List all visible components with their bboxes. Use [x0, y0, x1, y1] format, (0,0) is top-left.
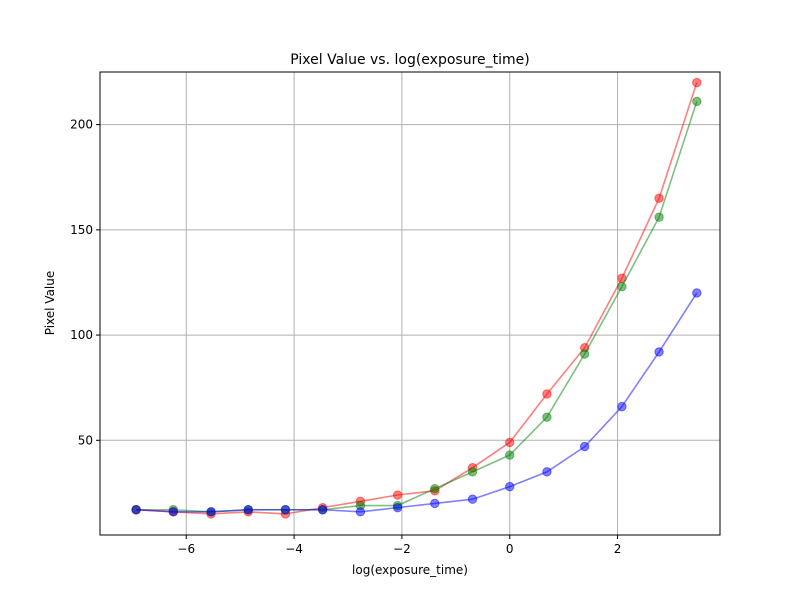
data-point: [317, 505, 328, 515]
data-point: [692, 77, 702, 88]
data-point: [131, 505, 141, 515]
x-tick-label: 2: [614, 542, 622, 556]
data-point: [654, 193, 664, 203]
data-point: [542, 412, 552, 422]
x-tick-label: −6: [177, 542, 195, 556]
data-point: [692, 288, 702, 298]
data-point: [243, 505, 253, 515]
series-layer: [131, 77, 702, 519]
plot-frame: [99, 71, 721, 536]
data-point: [355, 507, 366, 517]
data-point: [654, 212, 664, 222]
x-tick-label: 0: [506, 542, 514, 556]
y-axis-label: Pixel Value: [43, 271, 57, 336]
chart-title: Pixel Value vs. log(exposure_time): [290, 52, 529, 68]
y-tick-label: 200: [70, 118, 93, 132]
data-point: [430, 484, 440, 494]
y-tick-label: 150: [70, 223, 93, 237]
data-point: [467, 467, 478, 477]
data-point: [579, 441, 590, 452]
data-point: [542, 389, 552, 399]
data-point: [692, 96, 702, 107]
series-2: [131, 288, 702, 517]
data-point: [505, 450, 515, 460]
data-point: [617, 401, 627, 412]
y-axis-ticks: 50 100 150 200: [70, 118, 100, 447]
series-line: [136, 292, 698, 513]
x-tick-label: −2: [393, 542, 411, 556]
grid: [100, 72, 720, 535]
data-point: [505, 437, 515, 448]
data-point: [206, 507, 216, 517]
data-point: [617, 281, 627, 292]
data-point: [505, 481, 515, 492]
data-point: [392, 502, 403, 513]
x-axis-label: log(exposure_time): [352, 563, 468, 577]
y-tick-label: 100: [70, 328, 93, 342]
x-axis-ticks: −6 −4 −2 0 2: [177, 535, 621, 556]
data-point: [654, 347, 664, 357]
data-point: [280, 505, 291, 515]
y-tick-label: 50: [78, 433, 93, 447]
data-point: [542, 467, 552, 477]
data-point: [168, 507, 179, 517]
data-point: [579, 349, 590, 359]
x-tick-label: −4: [285, 542, 303, 556]
data-point: [430, 498, 440, 509]
data-point: [467, 494, 478, 504]
data-point: [392, 490, 403, 500]
series-line: [136, 82, 698, 515]
